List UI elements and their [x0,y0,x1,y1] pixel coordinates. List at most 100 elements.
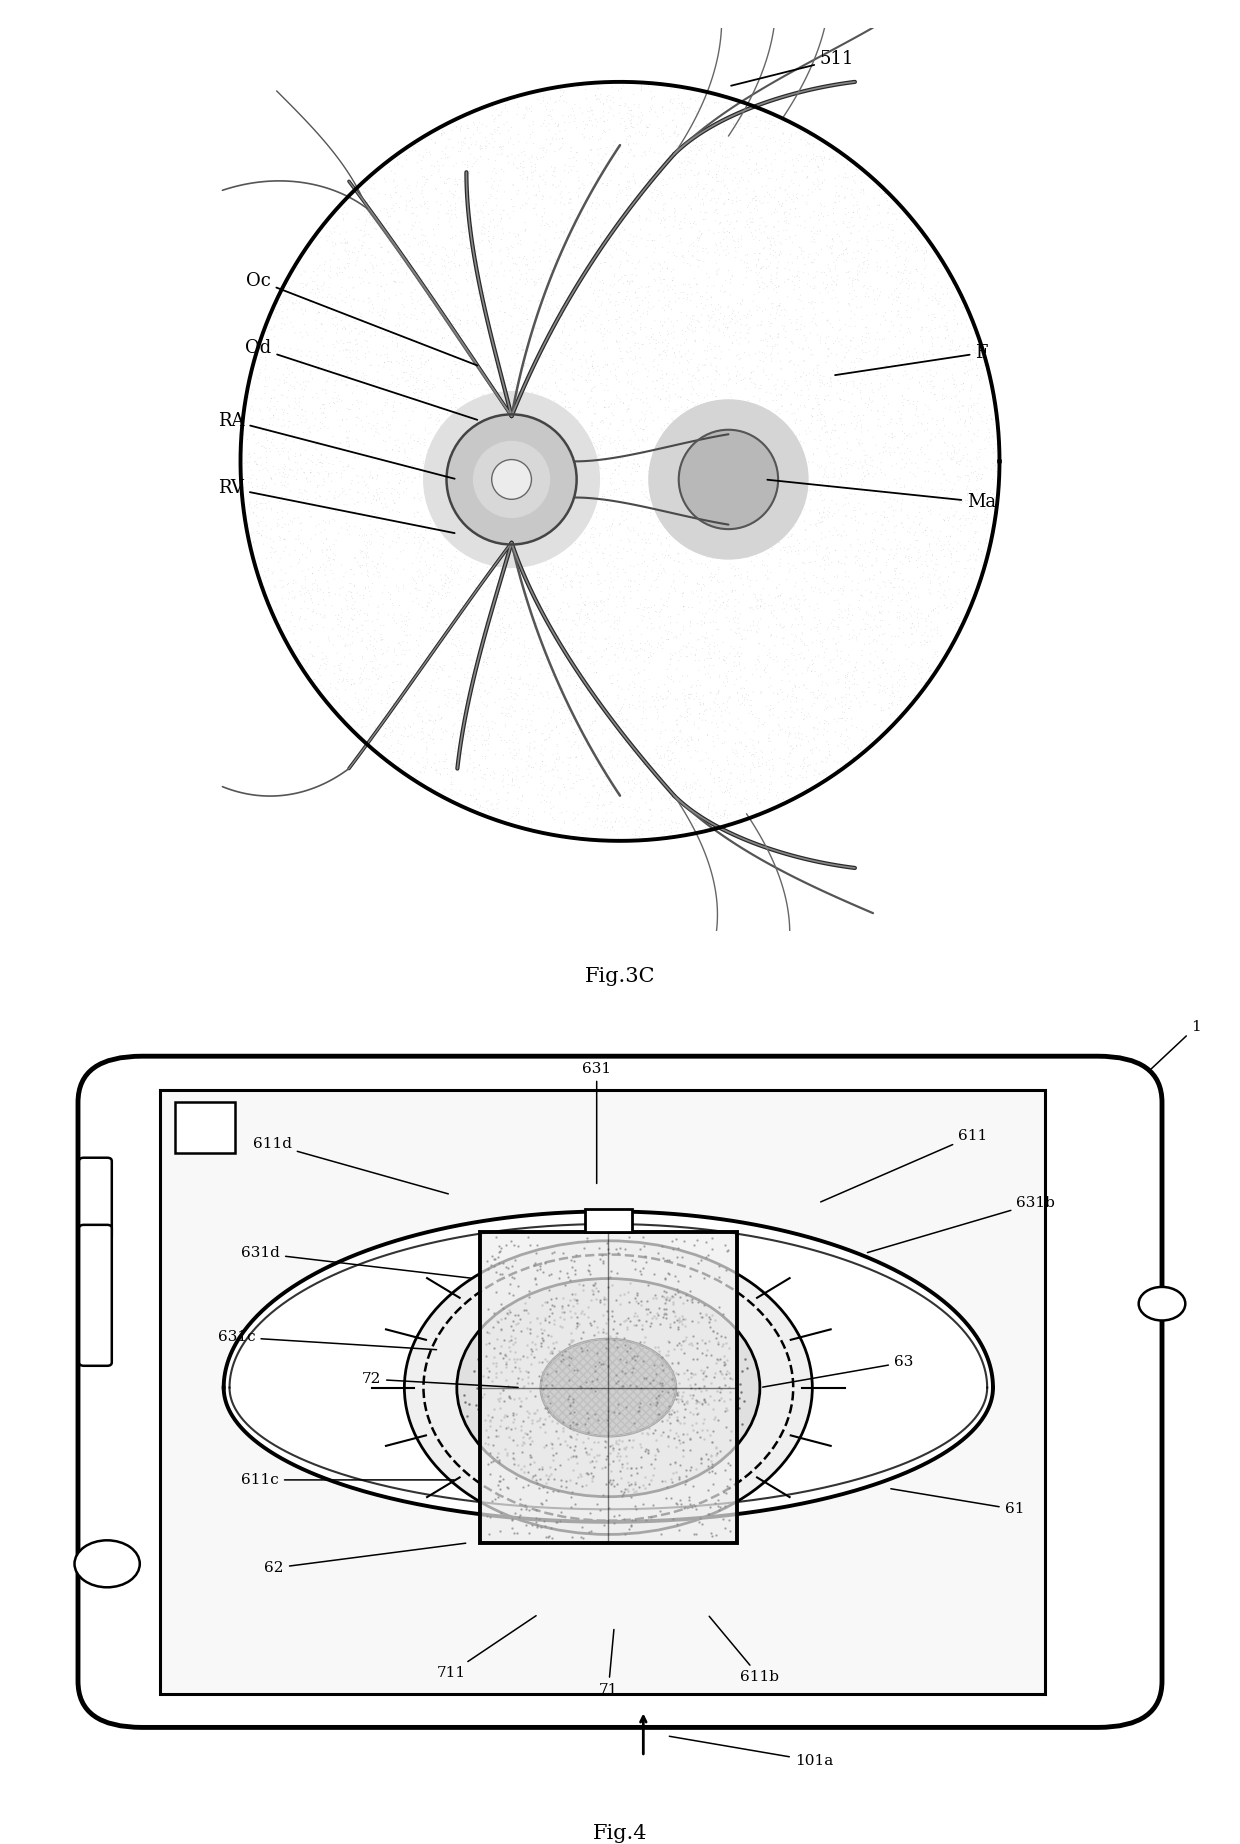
Point [756,325,776,354]
Point [315,467,335,496]
Point [841,531,861,561]
Point [931,494,951,524]
Point [739,253,759,282]
Point [817,760,837,789]
Point [838,489,858,518]
Point [651,179,671,208]
Point [401,743,420,773]
Point [427,756,446,786]
Point [376,719,396,749]
Point [363,485,383,514]
Point [861,612,880,642]
Point [650,457,670,487]
Point [342,485,362,514]
Point [382,323,402,352]
Point [553,605,573,634]
Point [645,774,665,804]
Point [500,695,520,725]
Point [678,312,698,341]
Point [558,743,578,773]
Point [929,446,949,476]
Point [952,293,972,323]
Point [665,443,684,472]
Point [621,122,641,151]
Point [567,743,587,773]
Point [854,400,874,430]
Point [417,372,436,402]
Point [675,592,694,621]
Point [517,92,537,122]
Point [787,526,807,555]
Point [787,243,807,273]
Point [621,337,641,367]
Point [672,679,692,708]
Point [668,160,688,190]
Point [575,146,595,175]
Point [391,245,410,275]
Point [755,212,775,242]
Point [397,514,417,544]
Point [370,559,389,588]
Point [582,249,601,278]
Point [363,653,383,682]
Point [689,350,709,380]
Point [701,631,720,660]
Point [525,411,544,441]
Point [904,411,924,441]
Point [754,273,774,302]
Point [301,264,321,293]
Point [904,459,924,489]
Point [403,467,423,496]
Point [937,278,957,308]
Point [482,170,502,199]
Point [365,642,384,671]
Point [812,146,832,175]
Point [516,638,536,668]
Point [505,433,525,463]
Point [257,372,277,402]
Point [552,199,572,229]
Point [830,594,849,623]
Point [533,585,553,614]
Point [340,693,360,723]
Point [310,575,330,605]
Point [653,277,673,306]
Point [743,409,763,439]
Point [692,448,712,478]
Point [688,245,708,275]
Point [728,763,748,793]
Point [947,603,967,632]
Point [650,723,670,752]
Point [642,487,662,516]
Point [620,334,640,363]
Point [913,236,932,266]
Point [894,208,914,238]
Point [387,179,407,208]
Point [383,190,403,219]
Point [870,605,890,634]
Point [309,430,329,459]
Point [647,679,667,708]
Point [474,450,494,479]
Point [418,468,438,498]
Point [657,358,677,387]
Point [611,444,631,474]
Point [707,249,727,278]
Point [797,151,817,181]
Point [501,437,521,467]
Point [489,112,508,142]
Point [692,621,712,651]
Point [724,199,744,229]
Point [787,184,807,214]
Point [502,682,522,712]
Point [768,679,787,708]
Point [848,251,868,280]
Point [529,286,549,315]
Point [779,371,799,400]
Point [626,306,646,336]
Point [601,476,621,505]
Point [260,437,280,467]
Point [588,304,608,334]
Point [616,644,636,673]
Point [496,701,516,730]
